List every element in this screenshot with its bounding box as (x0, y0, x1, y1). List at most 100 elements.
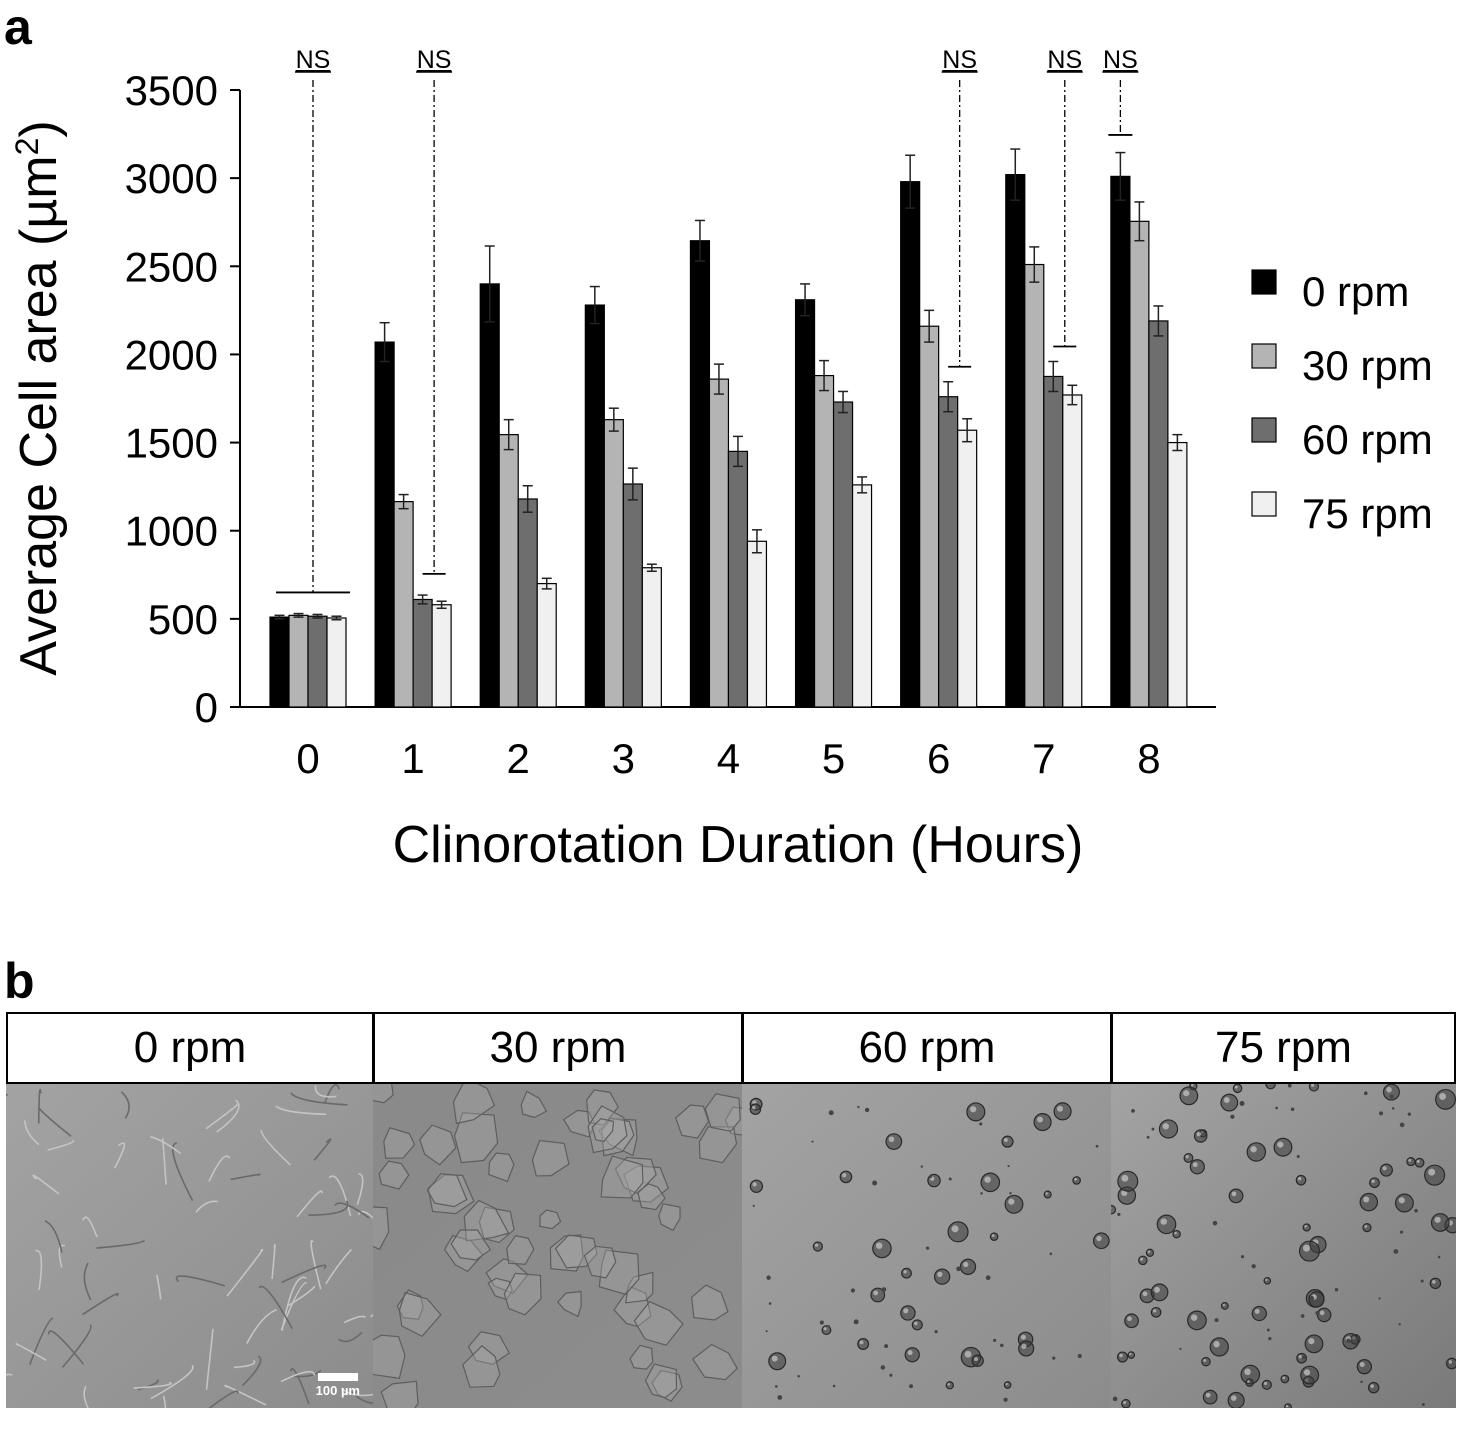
cell-outline (28, 1317, 54, 1365)
cell-outline (175, 1275, 226, 1287)
debris-dot (768, 1302, 772, 1305)
cell-outline (162, 1138, 167, 1185)
cell-outline (208, 1390, 239, 1408)
debris-dot (1290, 1107, 1295, 1111)
micrograph-header: 30 rpm (373, 1012, 743, 1084)
debris-dot (1117, 1212, 1121, 1216)
cell-outline (83, 1262, 92, 1301)
panel-a-label: a (4, 0, 32, 55)
cell-highlight (1282, 1376, 1286, 1380)
cell-highlight (1297, 1177, 1302, 1181)
debris-dot (1112, 1396, 1118, 1402)
cell-highlight (1074, 1177, 1077, 1181)
cell-highlight (991, 1234, 995, 1237)
rounded-cell (1158, 1119, 1179, 1139)
rounded-cell (989, 1232, 999, 1241)
cell-highlight (1190, 1314, 1198, 1321)
x-tick-label: 8 (1137, 735, 1160, 782)
rounded-cell (1316, 1307, 1332, 1323)
cell-outline (343, 1315, 366, 1324)
cell-outline (82, 1216, 98, 1238)
debris-dot (881, 1287, 887, 1292)
cell-outline (246, 1308, 277, 1344)
scale-bar: 100 µm (316, 1373, 360, 1398)
debris-dot (980, 1192, 983, 1195)
bar (431, 604, 452, 708)
cell-outline (205, 1328, 214, 1390)
cell-highlight (1140, 1257, 1144, 1261)
cell-highlight (1439, 1092, 1447, 1100)
debris-dot (1275, 1106, 1278, 1110)
rounded-cell (1201, 1356, 1211, 1367)
cell-outline (341, 1387, 374, 1397)
cell-outline (216, 1099, 240, 1133)
cell-highlight (1129, 1352, 1132, 1356)
micrograph-header: 0 rpm (6, 1012, 374, 1084)
cell-outline (120, 1091, 130, 1119)
cell-outline (658, 1203, 681, 1232)
rounded-cell (1273, 1137, 1293, 1157)
cell-outline (452, 1084, 496, 1125)
micrograph-row: 0 rpm 100 µm 30 rpm 60 rpm 75 rpm (6, 1012, 1456, 1408)
bar (1043, 375, 1064, 708)
bar (269, 616, 290, 708)
cell-highlight (1205, 1392, 1211, 1398)
rounded-cell (1220, 1301, 1229, 1310)
rounded-cell (1228, 1188, 1244, 1204)
cell-outline (289, 1367, 310, 1405)
bar-chart: 0 500 1000 1500 2000 2500 3000 3500 0 1 2 3 4 5 6 7 8 NS… (9, 46, 1433, 874)
debris-dot (811, 1140, 814, 1143)
rounded-cell (1265, 1084, 1276, 1090)
cell-highlight (1127, 1316, 1132, 1322)
bar (919, 325, 940, 708)
bar (689, 240, 711, 708)
cell-highlight (1363, 1196, 1370, 1203)
y-tick-label: 2000 (125, 331, 218, 378)
cell-highlight (1147, 1250, 1151, 1253)
rounded-cell (1145, 1248, 1155, 1257)
cell-highlight (1152, 1309, 1157, 1313)
legend-label: 60 rpm (1302, 416, 1433, 463)
cell-outline (675, 1104, 710, 1139)
debris-dot (1003, 1397, 1008, 1402)
rounded-cell (904, 1347, 920, 1363)
cell-highlight (1263, 1381, 1268, 1386)
bar (1167, 441, 1188, 708)
rounded-cell (1261, 1379, 1272, 1390)
debris-dot (827, 1324, 830, 1328)
cell-highlight (1370, 1384, 1374, 1388)
cell-outline (467, 1331, 511, 1366)
rounded-cell (1342, 1332, 1359, 1350)
rounded-cell (1300, 1365, 1320, 1385)
debris-dot (929, 1176, 932, 1179)
cell-outline (691, 1284, 729, 1321)
legend-swatch (1251, 491, 1277, 517)
cell-outline (61, 1324, 92, 1368)
bar (641, 567, 662, 708)
bar (479, 283, 500, 708)
rounded-cell (1043, 1190, 1052, 1199)
y-axis-title: Average Cell area (µm2) (9, 120, 68, 675)
cell-highlight (984, 1176, 991, 1183)
cell-highlight (1382, 1166, 1387, 1171)
cell-outline (233, 1359, 256, 1369)
debris-dot (1437, 1255, 1441, 1259)
cell-outline (156, 1274, 162, 1300)
bar (1110, 175, 1131, 708)
cell-highlight (1121, 1174, 1129, 1182)
cell-outline (208, 1155, 231, 1182)
x-tick-label: 5 (822, 735, 845, 782)
debris-dot (1301, 1355, 1306, 1360)
cell-highlight (1162, 1123, 1169, 1130)
cell-highlight (1265, 1278, 1268, 1281)
cell-outline (704, 1093, 741, 1132)
debris-dot (1151, 1127, 1155, 1131)
rounded-cell (821, 1325, 832, 1336)
cell-highlight (1303, 1369, 1311, 1376)
legend-label: 0 rpm (1302, 268, 1409, 315)
rounded-cell (1359, 1192, 1379, 1212)
cell-outline (598, 1249, 640, 1296)
cell-highlight (1096, 1235, 1102, 1242)
cell-outline (32, 1174, 60, 1195)
x-tick-label: 7 (1032, 735, 1055, 782)
